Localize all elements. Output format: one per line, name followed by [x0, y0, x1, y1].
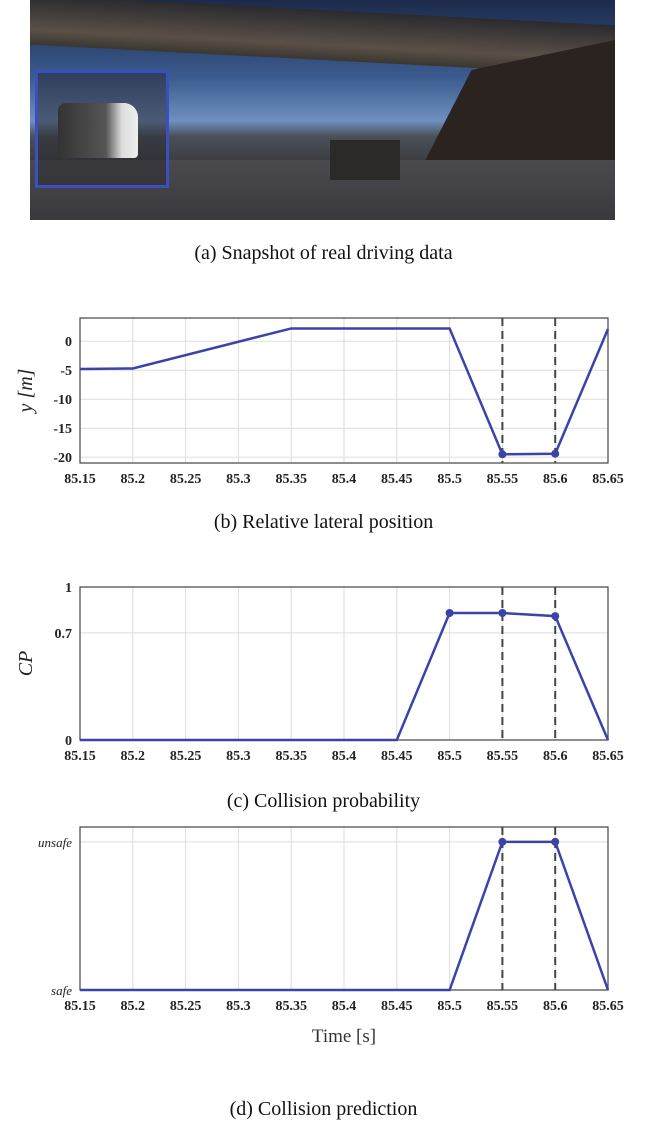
- x-tick-label: 85.4: [332, 999, 357, 1014]
- x-tick-label: 85.35: [275, 472, 307, 487]
- x-tick-label: 85.5: [437, 749, 462, 764]
- x-tick-label: 85.5: [437, 999, 462, 1014]
- x-tick-label: 85.55: [487, 749, 519, 764]
- y-tick-label: -20: [53, 451, 72, 466]
- y-tick-label: 0: [65, 335, 72, 350]
- x-tick-label: 85.15: [64, 472, 96, 487]
- x-tick-label: 85.35: [275, 999, 307, 1014]
- x-tick-label: 85.3: [226, 749, 251, 764]
- chart-lateral-position: 85.15 85.2 85.25 85.3 85.35 85.4 85.45 85.5 85.5…: [15, 317, 624, 487]
- x-tick-label: 85.45: [381, 749, 413, 764]
- detected-vehicle: [58, 103, 138, 158]
- y-tick-label: -15: [53, 422, 72, 437]
- y-tick-label: 0.7: [55, 627, 73, 642]
- detection-box: [35, 70, 169, 188]
- x-tick-label: 85.15: [64, 749, 96, 764]
- data-point: [551, 612, 560, 621]
- x-tick-label: 85.6: [543, 472, 568, 487]
- driving-snapshot-photo: [30, 0, 615, 220]
- data-point: [498, 837, 507, 846]
- x-tick-label: 85.25: [170, 749, 202, 764]
- y-tick-label: unsafe: [38, 835, 72, 850]
- x-tick-label: 85.45: [381, 472, 413, 487]
- data-point: [445, 609, 454, 618]
- x-tick-label: 85.55: [487, 999, 519, 1014]
- x-tick-label: 85.2: [121, 749, 146, 764]
- data-point: [498, 609, 507, 618]
- plot-frame: [79, 317, 609, 464]
- data-point: [551, 449, 560, 458]
- caption-d: (d) Collision prediction: [229, 1098, 418, 1120]
- y-tick-label: safe: [51, 983, 72, 998]
- data-point: [551, 837, 560, 846]
- x-tick-label: 85.4: [332, 749, 357, 764]
- x-tick-label: 85.15: [64, 999, 96, 1014]
- y-tick-label: 0: [65, 734, 72, 749]
- x-tick-label: 85.5: [437, 472, 462, 487]
- series-line: [80, 611, 610, 742]
- truck: [330, 140, 400, 180]
- x-tick-label: 85.2: [121, 999, 146, 1014]
- y-tick-label: -5: [60, 364, 72, 379]
- caption-b: (b) Relative lateral position: [213, 511, 434, 533]
- y-tick-label: -10: [53, 393, 72, 408]
- x-tick-label: 85.4: [332, 472, 357, 487]
- x-tick-label: 85.6: [543, 999, 568, 1014]
- y-axis-label: y [m]: [15, 369, 37, 415]
- caption-c: (c) Collision probability: [226, 790, 421, 812]
- x-tick-label: 85.3: [226, 472, 251, 487]
- x-tick-label: 85.25: [170, 999, 202, 1014]
- y-axis-label: CP: [15, 651, 37, 677]
- x-axis-label: Time [s]: [312, 1026, 376, 1047]
- x-tick-label: 85.6: [543, 749, 568, 764]
- y-tick-label: 1: [65, 581, 72, 596]
- x-tick-label: 85.25: [170, 472, 202, 487]
- x-tick-label: 85.65: [592, 472, 624, 487]
- x-tick-label: 85.45: [381, 999, 413, 1014]
- x-tick-label: 85.55: [487, 472, 519, 487]
- caption-a: (a) Snapshot of real driving data: [194, 242, 453, 264]
- x-tick-label: 85.35: [275, 749, 307, 764]
- x-tick-label: 85.2: [121, 472, 146, 487]
- data-point: [498, 450, 507, 459]
- chart-collision-probability: 85.15 85.2 85.25 85.3 85.35 85.4 85.45 85.5 85.5…: [15, 581, 624, 764]
- x-tick-label: 85.3: [226, 999, 251, 1014]
- x-tick-label: 85.65: [592, 999, 624, 1014]
- chart-collision-prediction: 85.15 85.2 85.25 85.3 85.35 85.4 85.45 85.5 85.5…: [38, 826, 624, 1047]
- x-tick-label: 85.65: [592, 749, 624, 764]
